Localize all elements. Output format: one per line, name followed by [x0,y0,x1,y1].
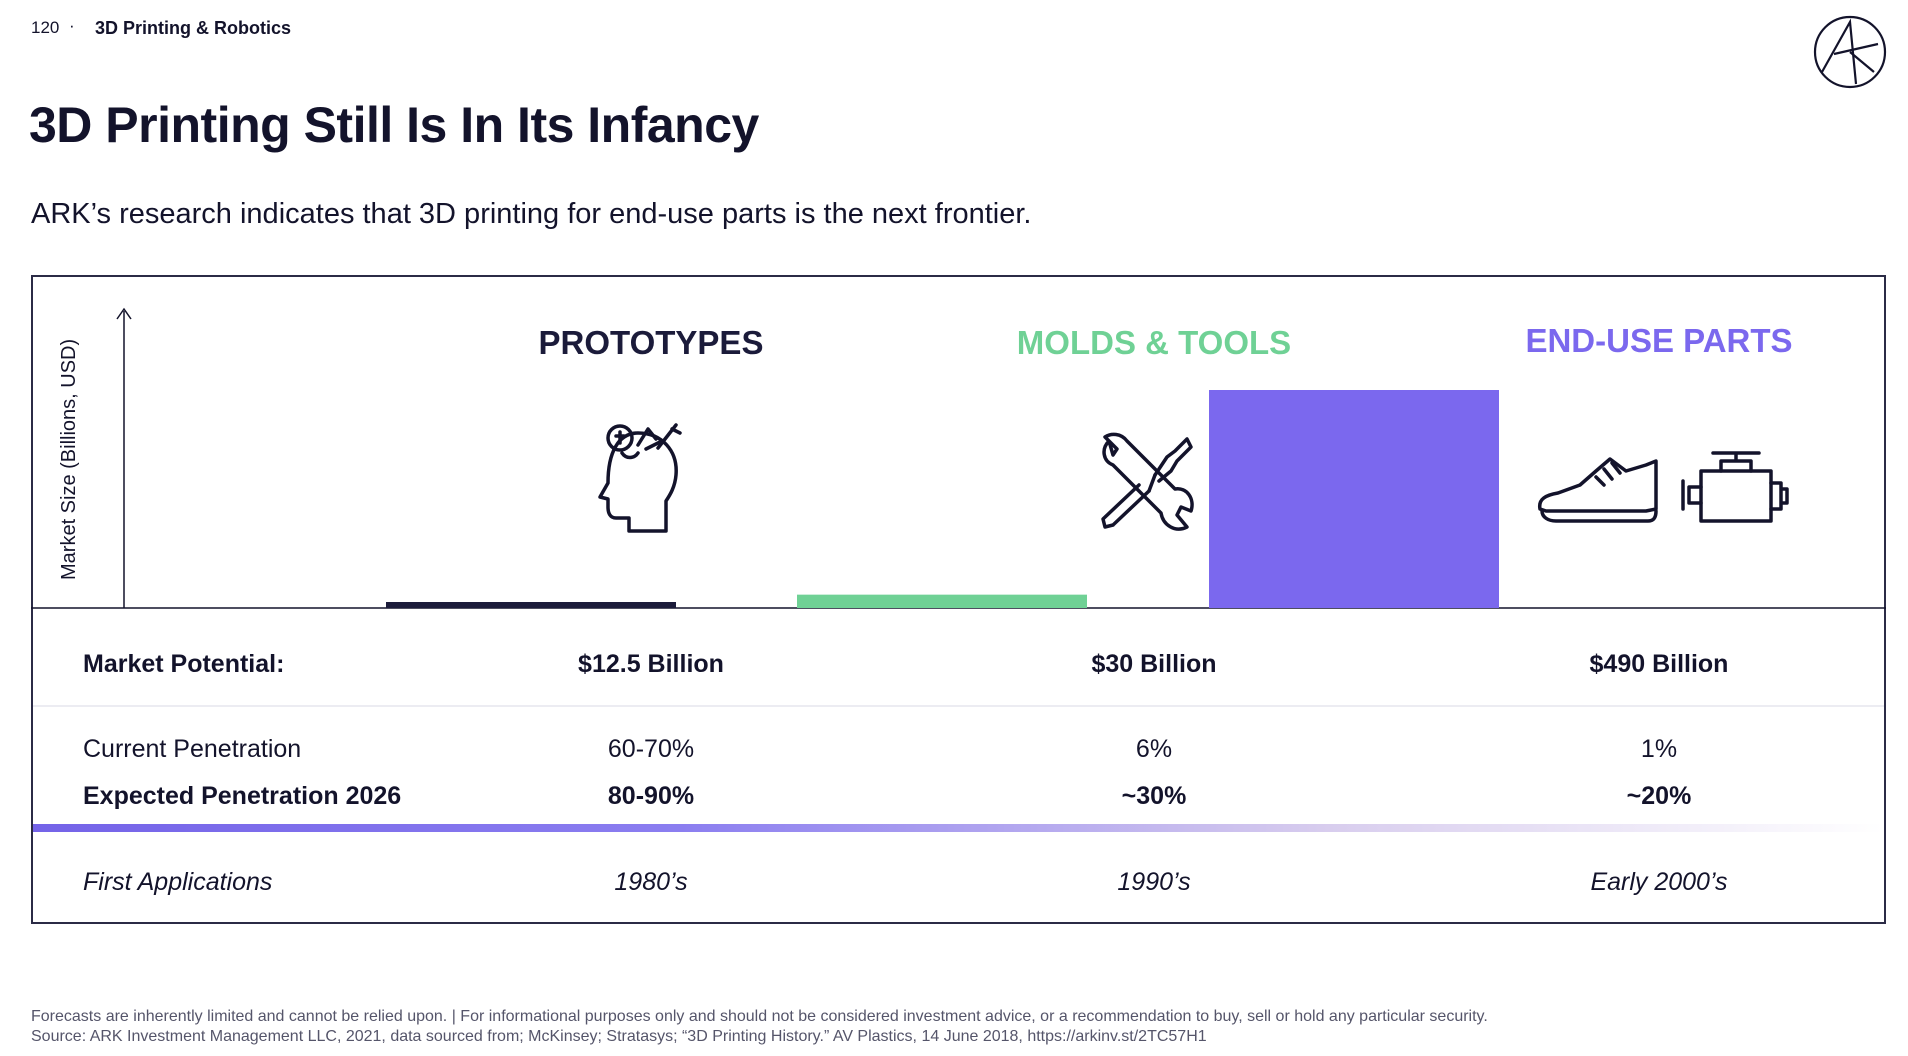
chart-panel [31,275,1886,924]
sneaker-icon [1537,457,1658,523]
category-label-molds-tools: MOLDS & TOOLS [1016,324,1292,361]
table-cell: 1% [1640,735,1678,763]
bar-prototypes [386,602,676,608]
category-label-prototypes: PROTOTYPES [538,324,764,361]
table-cell: ~30% [1121,782,1187,810]
footnote-disclaimer: Forecasts are inherently limited and can… [31,1008,1488,1025]
table-cell: 80-90% [607,782,695,810]
page-number: 120 [31,18,60,37]
gradient-divider [33,824,1884,832]
row-label-expected-penetration: Expected Penetration 2026 [83,782,402,810]
ark-logo-icon [1813,15,1887,89]
table-cell: 1990’s [1117,868,1191,896]
page-subtitle: ARK’s research indicates that 3D printin… [31,198,1032,230]
table-cell: 60-70% [607,735,695,763]
engine-icon [1681,451,1789,523]
category-label-end-use-parts: END-USE PARTS [1525,322,1793,359]
table-cell: ~20% [1626,782,1692,810]
y-axis-label: Market Size (Billions, USD) [58,338,80,580]
table-cell: 6% [1135,735,1173,763]
wrench-screwdriver-icon [1101,432,1194,531]
footnote-source: Source: ARK Investment Management LLC, 2… [31,1028,1207,1045]
page-title: 3D Printing Still Is In Its Infancy [29,97,759,153]
table-cell: $490 Billion [1589,650,1729,678]
row-label-first-applications: First Applications [83,868,273,896]
row-label-current-penetration: Current Penetration [83,735,302,763]
header-separator: · [69,16,75,35]
head-gears-icon [598,423,682,533]
row-divider [33,705,1884,707]
table-cell: Early 2000’s [1590,868,1728,896]
market-size-chart [31,307,1886,609]
section-title: 3D Printing & Robotics [95,18,292,38]
table-cell: $30 Billion [1091,650,1217,678]
y-axis-arrow-icon [116,307,132,320]
table-cell: $12.5 Billion [578,650,724,678]
bar-end-use-parts [1209,390,1499,608]
table-cell: 1980’s [614,868,688,896]
bar-molds-tools [797,594,1087,608]
row-label-market-potential: Market Potential: [83,650,285,678]
